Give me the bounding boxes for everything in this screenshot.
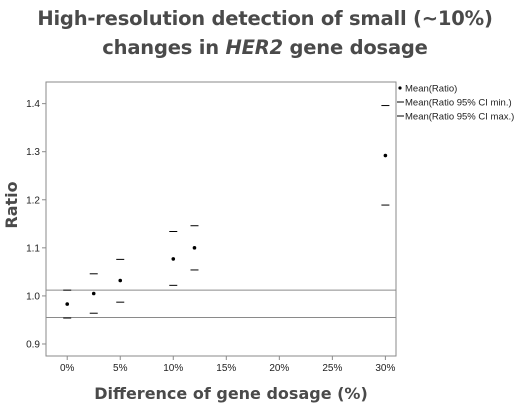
- title-gene-name: HER2: [225, 36, 284, 59]
- legend-marker-mean: [398, 86, 402, 90]
- y-tick-label: 0.9: [26, 339, 40, 350]
- legend-label: Mean(Ratio 95% CI min.): [405, 98, 512, 109]
- mean-ratio-point: [65, 302, 70, 306]
- mean-ratio-point: [118, 278, 123, 283]
- y-tick-label: 1.4: [26, 99, 40, 110]
- title-line-2-pre: changes in: [102, 36, 226, 59]
- legend-label: Mean(Ratio 95% CI max.): [405, 112, 514, 123]
- plot-frame: [45, 81, 397, 357]
- y-tick-label: 1.0: [26, 291, 40, 302]
- mean-ratio-point: [91, 291, 96, 296]
- legend-label: Mean(Ratio): [405, 84, 457, 95]
- y-tick-label: 1.1: [26, 243, 40, 254]
- x-tick-label: 10%: [163, 363, 183, 374]
- mean-ratio-point: [171, 257, 176, 261]
- x-axis-title: Difference of gene dosage (%): [94, 384, 368, 403]
- x-tick-label: 20%: [269, 363, 289, 374]
- x-tick-label: 15%: [216, 363, 236, 374]
- chart-title: High-resolution detection of small (~10%…: [0, 4, 530, 62]
- title-line-2-post: gene dosage: [282, 36, 428, 59]
- title-line-1: High-resolution detection of small (~10%…: [37, 7, 493, 30]
- mean-ratio-point: [192, 246, 197, 250]
- y-tick-label: 1.2: [26, 195, 40, 206]
- title-line-2: changes in HER2 gene dosage: [0, 33, 530, 62]
- x-tick-label: 0%: [60, 363, 75, 374]
- y-axis-title: Ratio: [2, 181, 21, 228]
- x-tick-label: 25%: [322, 363, 342, 374]
- y-tick-label: 1.3: [26, 147, 40, 158]
- x-tick-label: 30%: [375, 363, 395, 374]
- mean-ratio-point: [383, 153, 388, 158]
- x-tick-label: 5%: [113, 363, 128, 374]
